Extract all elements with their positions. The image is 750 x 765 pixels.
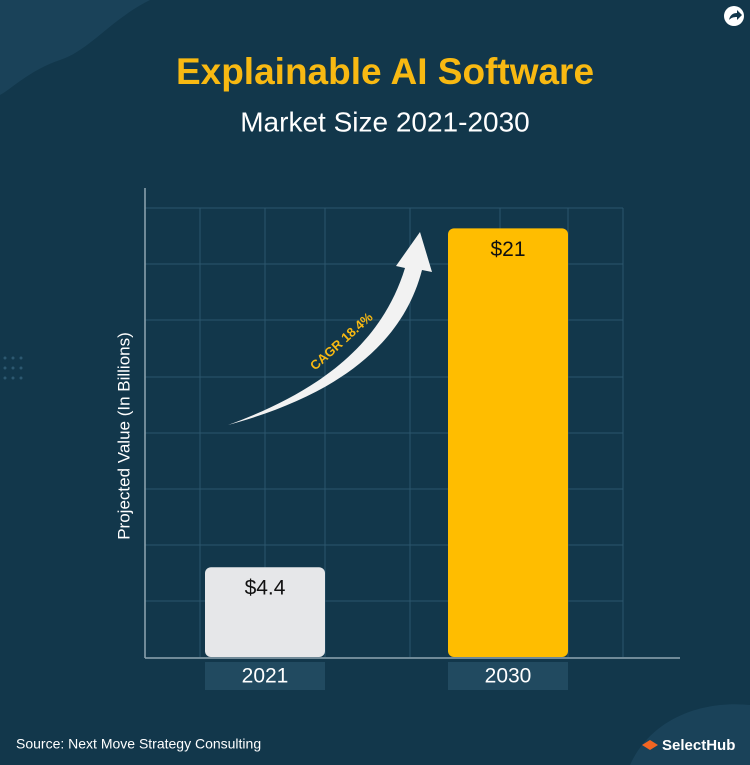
brand-logo: [642, 740, 658, 750]
x-tick-label: 2021: [242, 665, 289, 688]
growth-arrow: [228, 232, 432, 425]
bar: [205, 567, 325, 657]
x-tick-label: 2030: [485, 665, 532, 688]
brand: SelectHub: [662, 737, 735, 754]
value-label: $4.4: [245, 577, 286, 600]
decor: [630, 704, 750, 765]
y-axis-label: Projected Value (In Billions): [114, 332, 133, 540]
value-label: $21: [490, 238, 525, 261]
decor: [0, 0, 150, 95]
category-box: [205, 662, 325, 690]
chart-title: Explainable AI Software: [176, 51, 594, 92]
share-glyph: [729, 10, 742, 20]
category-box: [448, 662, 568, 690]
dots: [3, 356, 23, 380]
bar: [448, 228, 568, 657]
chart-subtitle: Market Size 2021-2030: [240, 106, 530, 137]
source: Source: Next Move Strategy Consulting: [16, 736, 261, 752]
